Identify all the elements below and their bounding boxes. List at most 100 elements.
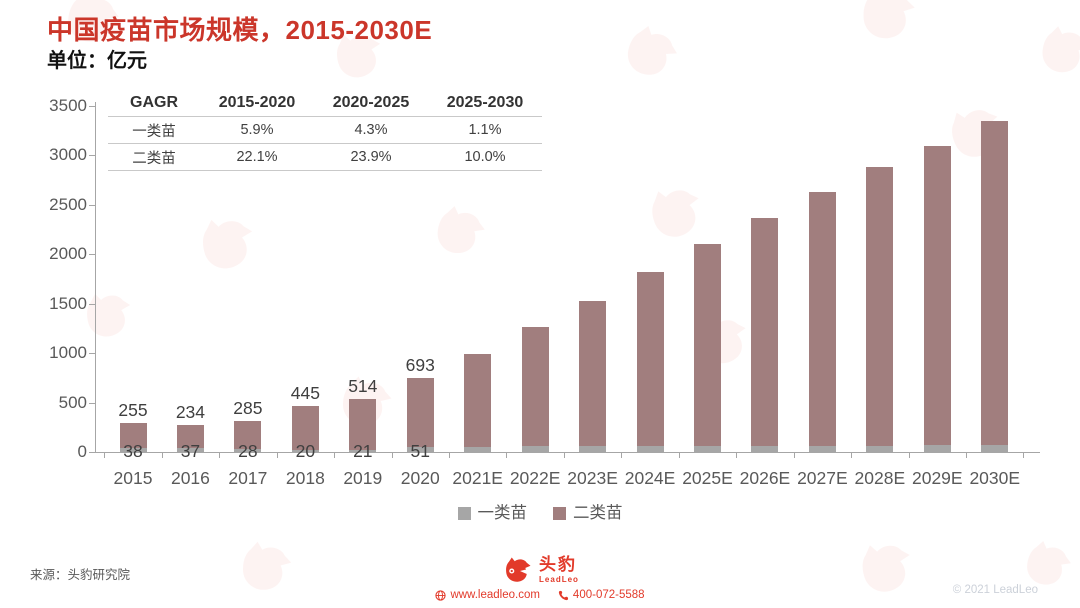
x-axis-category-label: 2030E xyxy=(969,468,1021,488)
x-axis-tick xyxy=(334,453,336,458)
cagr-table-header: 2015-2020 xyxy=(200,90,314,117)
bar-top-value-label: 445 xyxy=(290,383,320,404)
bar-segment-leiyimiao xyxy=(923,445,951,452)
x-axis-tick xyxy=(851,453,853,458)
bar-segment-leiyimiao xyxy=(751,445,779,452)
x-axis-tick xyxy=(391,453,393,458)
bar-base-value-label: 21 xyxy=(353,441,373,461)
bar-segment-erleimiao xyxy=(291,406,319,451)
x-axis-tick xyxy=(966,453,968,458)
x-axis-tick xyxy=(104,453,106,458)
x-axis-tick xyxy=(219,453,221,458)
x-axis-line xyxy=(95,452,1040,453)
source-note: 来源：头豹研究院 xyxy=(30,568,131,582)
y-axis-tick xyxy=(89,106,95,107)
bar-segment-leiyimiao xyxy=(866,445,894,452)
y-axis-tick xyxy=(89,204,95,206)
y-axis-tick-label: 0 xyxy=(77,442,87,461)
bar-top-value-label: 514 xyxy=(348,376,378,397)
bar-top-value-label: 693 xyxy=(405,355,435,376)
bar-top-value-label: 285 xyxy=(233,398,263,419)
bar-segment-leiyimiao xyxy=(464,446,492,452)
x-axis-tick xyxy=(276,453,278,458)
x-axis-category-label: 2026E xyxy=(739,468,791,488)
legend-item: 二类苗 xyxy=(553,504,623,522)
chart-legend: 一类苗 二类苗 xyxy=(0,504,1080,522)
copyright-note: © 2021 LeadLeo xyxy=(952,584,1038,596)
unit-label: 单位：亿元 xyxy=(47,50,147,72)
y-axis-tick-label: 500 xyxy=(58,392,87,412)
legend-label: 二类苗 xyxy=(573,504,623,522)
x-axis-category-label: 2028E xyxy=(854,468,906,488)
y-axis-tick xyxy=(89,155,95,157)
bar-segment-leiyimiao xyxy=(808,445,836,452)
x-axis-tick xyxy=(161,453,163,458)
bar-segment-erleimiao xyxy=(923,145,951,446)
cagr-table-header: GAGR xyxy=(108,90,200,117)
bar-top-value-label: 234 xyxy=(175,402,206,423)
x-axis-tick xyxy=(736,453,738,458)
bar-segment-leiyimiao xyxy=(406,446,434,452)
cagr-value-cell: 10.0% xyxy=(428,143,542,171)
bar-segment-erleimiao xyxy=(349,399,377,450)
cagr-table-header: 2025-2030 xyxy=(428,90,542,117)
cagr-value-cell: 23.9% xyxy=(314,143,428,171)
bar-segment-erleimiao xyxy=(808,192,836,446)
cagr-value-cell: 22.1% xyxy=(200,143,314,171)
x-axis-tick xyxy=(621,453,623,458)
x-axis-category-label: 2023E xyxy=(567,468,618,488)
y-axis-tick xyxy=(89,452,95,453)
x-axis-category-label: 2021E xyxy=(452,468,503,488)
bar-segment-erleimiao xyxy=(176,425,204,449)
cagr-value-cell: 1.1% xyxy=(428,116,542,144)
x-axis-category-label: 2017 xyxy=(228,468,268,488)
x-axis-category-label: 2016 xyxy=(170,468,210,488)
y-axis-tick xyxy=(89,402,95,404)
y-axis-tick xyxy=(89,353,95,355)
legend-label: 一类苗 xyxy=(477,504,528,522)
y-axis-tick-label: 1500 xyxy=(49,293,87,313)
bar-segment-leiyimiao xyxy=(694,445,721,452)
bar-base-value-label: 28 xyxy=(238,441,258,461)
x-axis-category-label: 2022E xyxy=(509,468,561,488)
bar-segment-leiyimiao xyxy=(291,450,319,452)
phone-number: 400-072-5588 xyxy=(572,589,645,601)
y-axis-tick-label: 3000 xyxy=(49,145,87,165)
website-link[interactable]: www.leadleo.com xyxy=(450,589,540,601)
x-axis-category-label: 2019 xyxy=(343,468,383,488)
y-axis-tick-label: 2000 xyxy=(49,244,87,264)
cagr-table-header: 2020-2025 xyxy=(314,90,428,117)
cagr-row-label: 二类苗 xyxy=(108,143,200,171)
bar-segment-erleimiao xyxy=(694,244,721,446)
bar-segment-leiyimiao xyxy=(234,449,262,452)
x-axis-category-label: 2015 xyxy=(113,468,153,488)
bar-segment-leiyimiao xyxy=(636,446,664,452)
bar-segment-erleimiao xyxy=(234,421,262,450)
cagr-value-cell: 4.3% xyxy=(314,116,428,144)
bar-segment-erleimiao xyxy=(521,327,549,447)
bar-segment-leiyimiao xyxy=(176,448,204,452)
bar-base-value-label: 37 xyxy=(180,441,201,461)
phone-icon xyxy=(558,590,569,600)
bar-base-value-label: 51 xyxy=(410,441,430,461)
bar-segment-leiyimiao xyxy=(981,445,1009,452)
bar-top-value-label: 255 xyxy=(118,400,148,421)
x-axis-category-label: 2018 xyxy=(285,468,325,488)
y-axis-line xyxy=(95,102,96,452)
cagr-table: GAGR 2015-2020 2020-2025 2025-2030 一类苗 5.9% 4.… xyxy=(108,90,542,171)
x-axis-category-label: 2025E xyxy=(682,468,733,488)
x-axis-tick xyxy=(793,453,795,458)
bar-segment-erleimiao xyxy=(579,300,607,447)
x-axis-tick xyxy=(678,453,680,458)
x-axis-category-label: 2027E xyxy=(797,468,848,488)
bar-segment-erleimiao xyxy=(981,120,1009,446)
x-axis-tick xyxy=(563,453,565,458)
bar-segment-leiyimiao xyxy=(349,449,377,452)
chart-title: 中国疫苗市场规模，2015-2030E xyxy=(47,15,433,45)
x-axis-category-label: 2020 xyxy=(400,468,440,488)
y-axis-tick-label: 1000 xyxy=(49,343,87,363)
x-axis-tick xyxy=(908,453,910,458)
cagr-row-label: 一类苗 xyxy=(108,116,200,144)
